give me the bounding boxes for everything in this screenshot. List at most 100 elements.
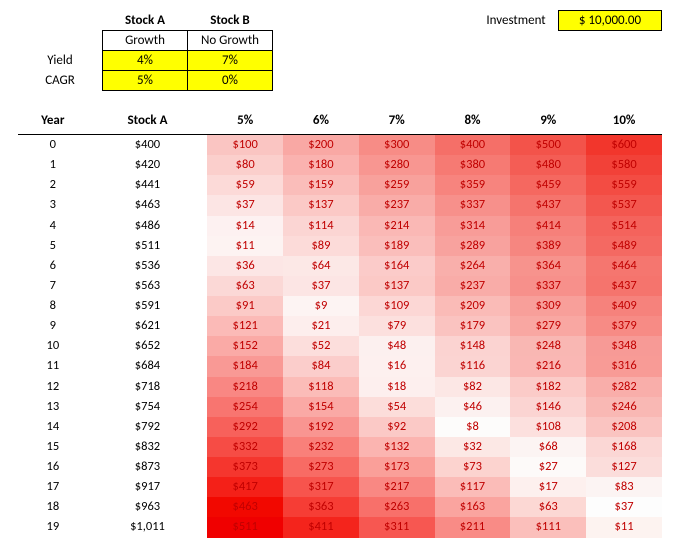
- column-header: 7%: [359, 109, 435, 135]
- heat-cell: $480: [510, 155, 586, 175]
- heat-cell: $214: [359, 216, 435, 236]
- heat-cell: $63: [207, 276, 283, 296]
- year-cell: 18: [18, 497, 88, 517]
- growth-label-a: Growth: [103, 31, 188, 51]
- heat-cell: $84: [283, 356, 359, 376]
- column-header: Year: [18, 109, 88, 135]
- yield-row-label: Yield: [18, 51, 103, 71]
- stock-a-cell: $591: [88, 296, 208, 316]
- heat-cell: $117: [435, 477, 511, 497]
- year-cell: 4: [18, 216, 88, 236]
- heat-cell: $108: [510, 417, 586, 437]
- table-row: 9$621$121$21$79$179$279$379: [18, 316, 662, 336]
- heat-cell: $500: [510, 135, 586, 156]
- heat-cell: $192: [283, 417, 359, 437]
- year-cell: 19: [18, 517, 88, 537]
- yield-b[interactable]: 7%: [188, 51, 273, 71]
- heat-cell: $137: [283, 195, 359, 215]
- heat-cell: $21: [283, 316, 359, 336]
- stock-a-cell: $463: [88, 195, 208, 215]
- stock-a-cell: $718: [88, 377, 208, 397]
- heat-cell: $11: [586, 517, 662, 537]
- heat-cell: $163: [435, 497, 511, 517]
- heat-cell: $254: [207, 397, 283, 417]
- table-row: 11$684$184$84$16$116$216$316: [18, 356, 662, 376]
- heat-cell: $348: [586, 336, 662, 356]
- stock-a-cell: $400: [88, 135, 208, 156]
- heat-cell: $114: [283, 216, 359, 236]
- heat-cell: $400: [435, 135, 511, 156]
- stock-a-cell: $511: [88, 236, 208, 256]
- heat-cell: $437: [586, 276, 662, 296]
- stock-a-cell: $1,011: [88, 517, 208, 537]
- yield-a[interactable]: 4%: [103, 51, 188, 71]
- cagr-b[interactable]: 0%: [188, 71, 273, 91]
- heat-cell: $8: [435, 417, 511, 437]
- table-row: 4$486$14$114$214$314$414$514: [18, 216, 662, 236]
- heat-cell: $489: [586, 236, 662, 256]
- column-header: 9%: [510, 109, 586, 135]
- heat-cell: $217: [359, 477, 435, 497]
- stock-a-cell: $621: [88, 316, 208, 336]
- investment-value[interactable]: $ 10,000.00: [559, 11, 662, 31]
- summary-table: Stock A Stock B Investment $ 10,000.00 G…: [18, 10, 662, 91]
- heat-cell: $414: [510, 216, 586, 236]
- heat-cell: $52: [283, 336, 359, 356]
- heat-cell: $16: [359, 356, 435, 376]
- heat-cell: $11: [207, 236, 283, 256]
- heat-cell: $600: [586, 135, 662, 156]
- heat-cell: $37: [207, 195, 283, 215]
- heat-cell: $152: [207, 336, 283, 356]
- heat-cell: $537: [586, 195, 662, 215]
- table-row: 13$754$254$154$54$46$146$246: [18, 397, 662, 417]
- heat-cell: $109: [359, 296, 435, 316]
- heat-cell: $337: [510, 276, 586, 296]
- table-row: 3$463$37$137$237$337$437$537: [18, 195, 662, 215]
- table-row: 15$832$332$232$132$32$68$168: [18, 437, 662, 457]
- heat-cell: $80: [207, 155, 283, 175]
- heat-cell: $280: [359, 155, 435, 175]
- heat-cell: $417: [207, 477, 283, 497]
- year-cell: 1: [18, 155, 88, 175]
- column-header: 8%: [435, 109, 511, 135]
- heat-cell: $173: [359, 457, 435, 477]
- year-cell: 15: [18, 437, 88, 457]
- heat-cell: $36: [207, 256, 283, 276]
- heat-cell: $164: [359, 256, 435, 276]
- stock-a-cell: $563: [88, 276, 208, 296]
- heat-cell: $168: [586, 437, 662, 457]
- year-cell: 17: [18, 477, 88, 497]
- stock-a-header: Stock A: [103, 11, 188, 31]
- heat-cell: $237: [359, 195, 435, 215]
- stock-a-cell: $486: [88, 216, 208, 236]
- heat-cell: $37: [586, 497, 662, 517]
- heat-cell: $9: [283, 296, 359, 316]
- heat-cell: $83: [586, 477, 662, 497]
- heat-cell: $232: [283, 437, 359, 457]
- heat-cell: $146: [510, 397, 586, 417]
- heat-cell: $200: [283, 135, 359, 156]
- heat-cell: $316: [586, 356, 662, 376]
- column-header: 5%: [207, 109, 283, 135]
- year-cell: 0: [18, 135, 88, 156]
- cagr-row-label: CAGR: [18, 71, 103, 91]
- heat-cell: $237: [435, 276, 511, 296]
- stock-a-cell: $873: [88, 457, 208, 477]
- heat-cell: $559: [586, 175, 662, 195]
- heat-cell: $127: [586, 457, 662, 477]
- stock-b-header: Stock B: [188, 11, 273, 31]
- table-row: 18$963$463$363$263$163$63$37: [18, 497, 662, 517]
- heat-cell: $300: [359, 135, 435, 156]
- heat-cell: $116: [435, 356, 511, 376]
- heat-cell: $132: [359, 437, 435, 457]
- heat-cell: $100: [207, 135, 283, 156]
- heat-cell: $218: [207, 377, 283, 397]
- heat-cell: $380: [435, 155, 511, 175]
- heat-cell: $73: [435, 457, 511, 477]
- heat-cell: $180: [283, 155, 359, 175]
- table-row: 6$536$36$64$164$264$364$464: [18, 256, 662, 276]
- cagr-a[interactable]: 5%: [103, 71, 188, 91]
- heat-cell: $64: [283, 256, 359, 276]
- heat-cell: $118: [283, 377, 359, 397]
- heat-cell: $159: [283, 175, 359, 195]
